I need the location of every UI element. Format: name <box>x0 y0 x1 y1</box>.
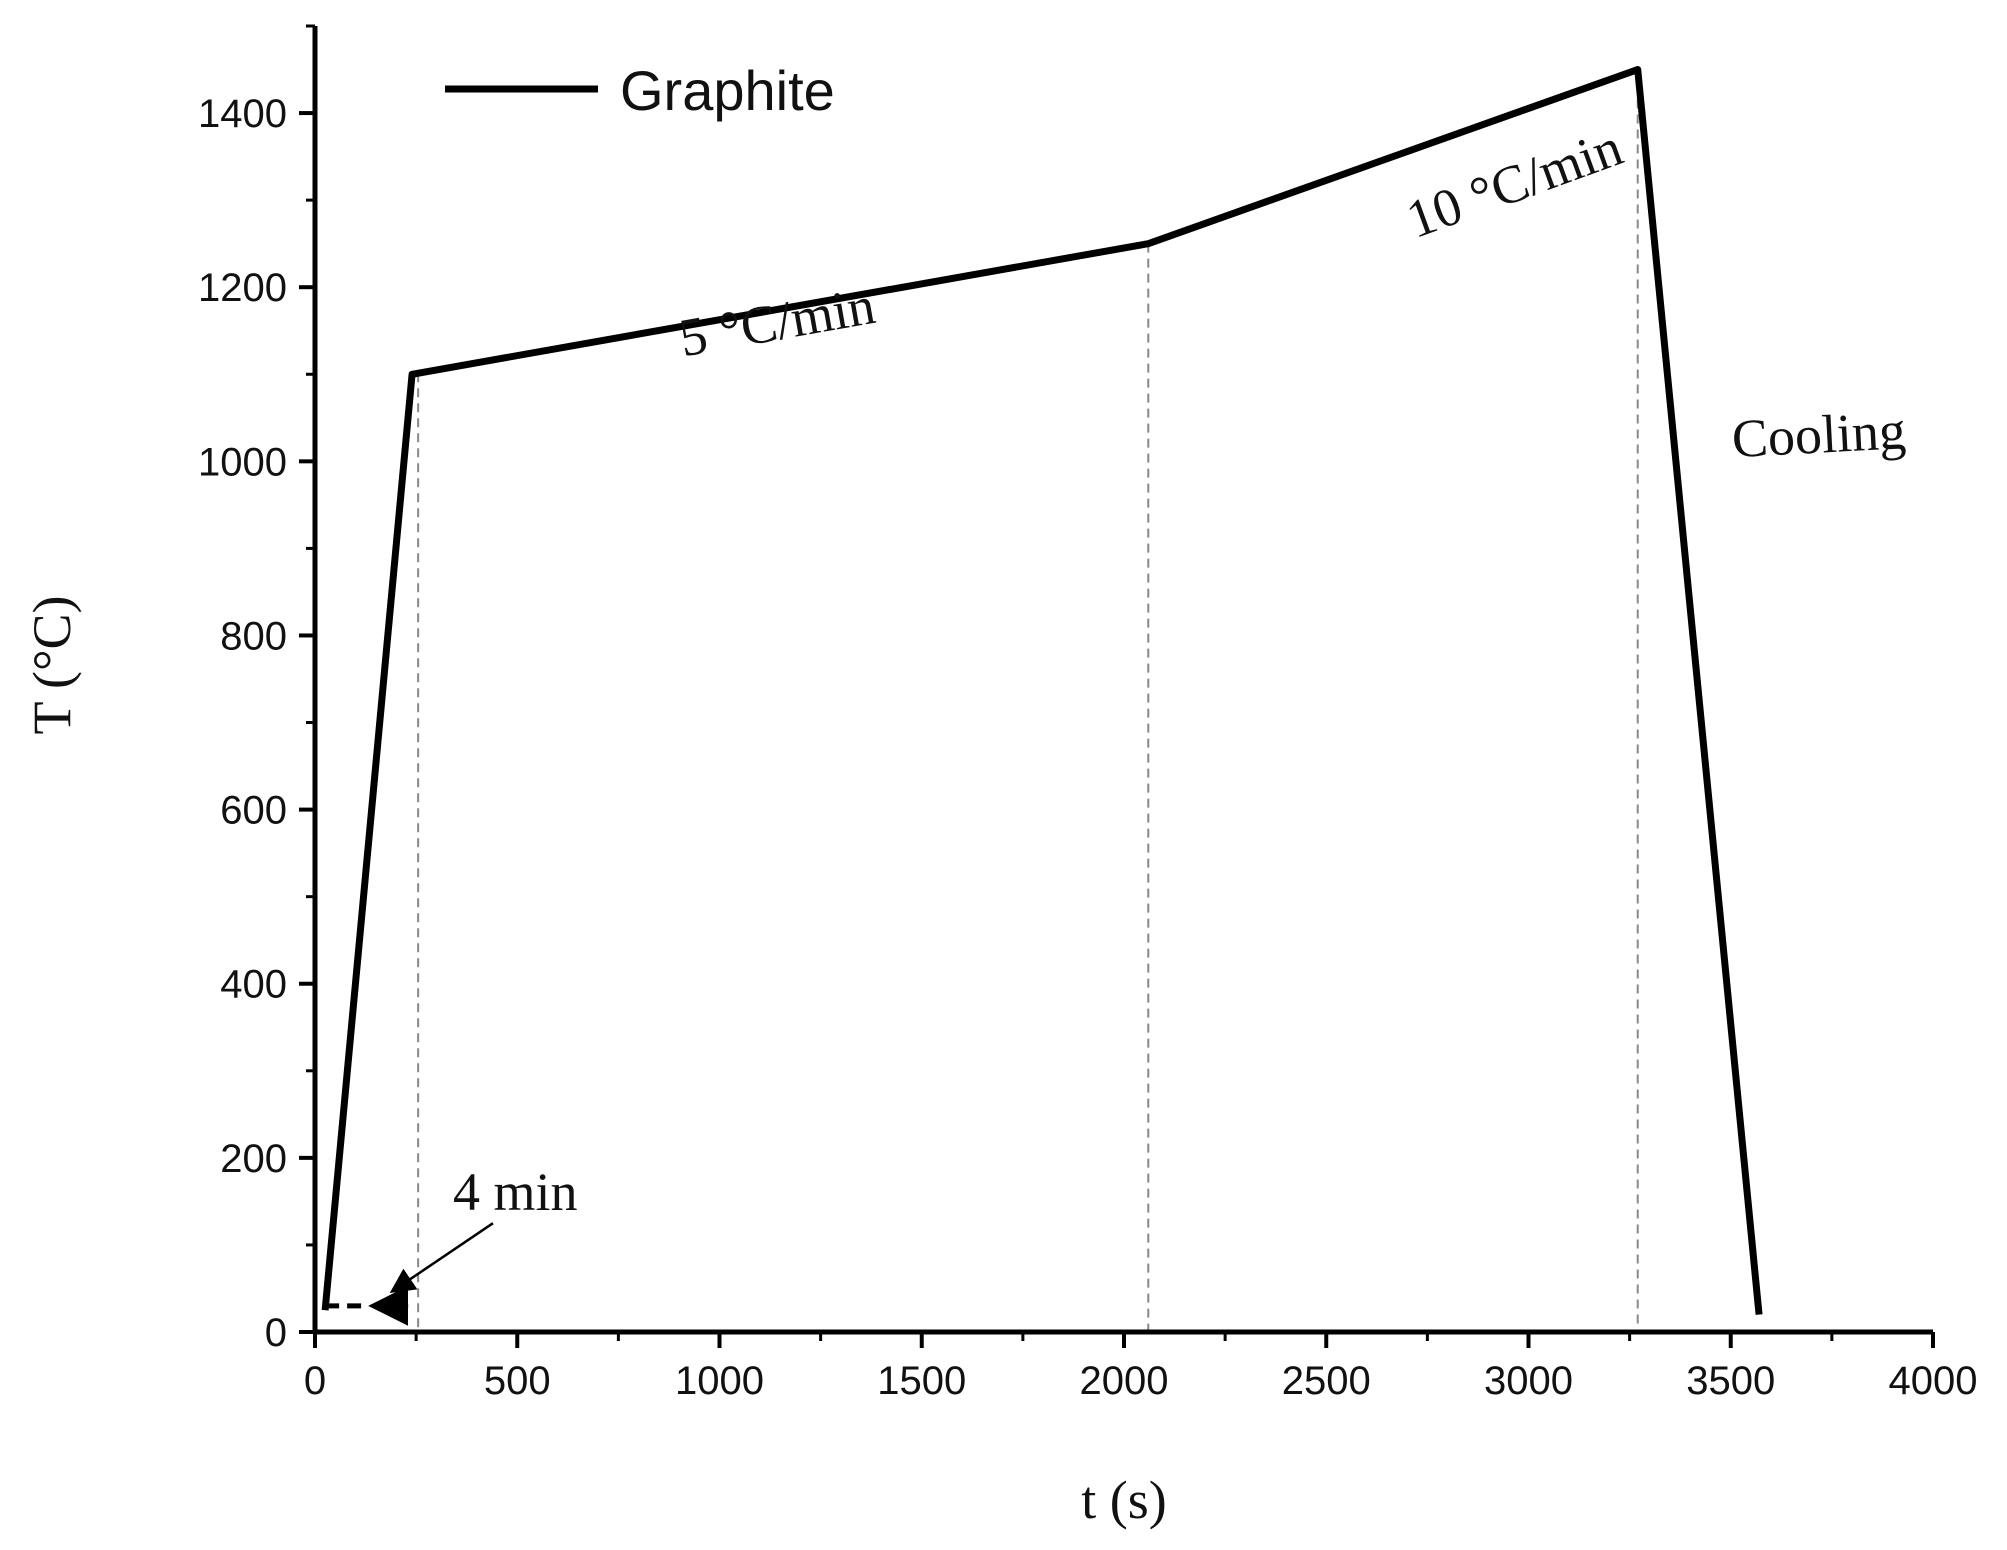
x-tick-label: 2000 <box>1080 1359 1169 1403</box>
y-tick-label: 400 <box>220 963 287 1007</box>
x-tick-label: 0 <box>304 1359 326 1403</box>
axes: 0 500 1000 1500 2000 2500 3000 3500 4000 0 200 400 6… <box>198 24 1978 1403</box>
legend: Graphite <box>445 59 835 122</box>
series-line-graphite <box>321 66 1763 1315</box>
annotation-label: 4 min <box>453 1162 578 1222</box>
reference-lines <box>417 69 1639 1332</box>
annotations: 5 °C/min 10 °C/min Cooling 4 min <box>325 117 1907 1326</box>
y-tick-label: 1400 <box>198 92 287 136</box>
x-tick-label: 4000 <box>1889 1359 1978 1403</box>
series-layer <box>321 66 1763 1315</box>
x-tick-label: 500 <box>484 1359 551 1403</box>
x-axis-title: t (s) <box>1081 1470 1166 1530</box>
y-axis-title: T (°C) <box>22 595 82 734</box>
y-tick-label: 0 <box>265 1311 287 1355</box>
annotation-label: 5 °C/min <box>675 275 880 368</box>
y-tick-label: 600 <box>220 789 287 833</box>
span-arrow-leader <box>389 1222 494 1294</box>
x-tick-label: 3500 <box>1686 1359 1775 1403</box>
annotation-label: Cooling <box>1730 400 1907 469</box>
y-tick-label: 1000 <box>198 440 287 484</box>
annotation-label: 10 °C/min <box>1399 117 1630 250</box>
x-tick-label: 2500 <box>1282 1359 1371 1403</box>
y-tick-label: 200 <box>220 1137 287 1181</box>
x-tick-label: 1000 <box>675 1359 764 1403</box>
x-tick-label: 3000 <box>1484 1359 1573 1403</box>
x-tick-label: 1500 <box>877 1359 966 1403</box>
y-tick-label: 800 <box>220 614 287 658</box>
y-tick-label: 1200 <box>198 266 287 310</box>
legend-label-graphite: Graphite <box>620 59 835 122</box>
